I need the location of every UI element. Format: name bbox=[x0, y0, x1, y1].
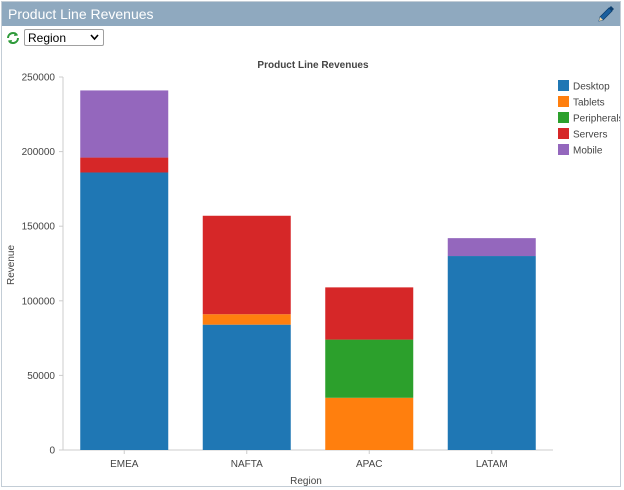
bar-latam-mobile bbox=[447, 238, 536, 257]
chevron-down-icon bbox=[90, 34, 99, 41]
legend-label-servers: Servers bbox=[573, 130, 607, 141]
legend-swatch-tablets bbox=[558, 96, 569, 107]
x-axis-label: Region bbox=[290, 476, 322, 486]
legend-swatch-servers bbox=[558, 128, 569, 139]
panel-title: Product Line Revenues bbox=[8, 6, 154, 22]
y-axis-label: Revenue bbox=[6, 245, 17, 285]
y-tick-label: 100000 bbox=[22, 296, 56, 307]
x-tick-label: EMEA bbox=[110, 459, 139, 470]
legend-swatch-mobile bbox=[558, 144, 569, 155]
x-tick-label: APAC bbox=[356, 459, 383, 470]
x-tick-label: NAFTA bbox=[231, 459, 263, 470]
legend-label-desktop: Desktop bbox=[573, 82, 610, 93]
y-tick-label: 50000 bbox=[27, 371, 55, 382]
legend-label-peripherals: Peripherals bbox=[573, 114, 620, 125]
region-select[interactable]: Region bbox=[24, 29, 104, 46]
bar-emea-desktop bbox=[80, 172, 169, 450]
pencil-icon[interactable] bbox=[596, 4, 616, 24]
bar-nafta-tablets bbox=[202, 314, 291, 325]
bar-apac-servers bbox=[325, 287, 414, 340]
bar-latam-desktop bbox=[447, 256, 536, 450]
y-tick-label: 0 bbox=[49, 446, 55, 457]
refresh-icon[interactable] bbox=[6, 31, 20, 45]
region-select-value: Region bbox=[28, 31, 67, 45]
bar-emea-servers bbox=[80, 157, 169, 173]
y-tick-label: 150000 bbox=[22, 222, 56, 233]
bar-nafta-desktop bbox=[202, 324, 291, 450]
stacked-bar-chart: Product Line Revenues Revenue Region 0 50… bbox=[6, 60, 620, 486]
chart-title: Product Line Revenues bbox=[257, 60, 369, 71]
panel-header: Product Line Revenues bbox=[2, 2, 620, 26]
y-tick-label: 250000 bbox=[22, 73, 56, 84]
y-tick-label: 200000 bbox=[22, 147, 56, 158]
legend-label-mobile: Mobile bbox=[573, 146, 603, 157]
bar-apac-tablets bbox=[325, 397, 414, 450]
bar-nafta-servers bbox=[202, 215, 291, 315]
legend-swatch-desktop bbox=[558, 80, 569, 91]
legend-swatch-peripherals bbox=[558, 112, 569, 123]
bar-emea-mobile bbox=[80, 90, 169, 158]
x-tick-label: LATAM bbox=[476, 459, 508, 470]
legend-label-tablets: Tablets bbox=[573, 98, 605, 109]
bar-apac-peripherals bbox=[325, 339, 414, 398]
